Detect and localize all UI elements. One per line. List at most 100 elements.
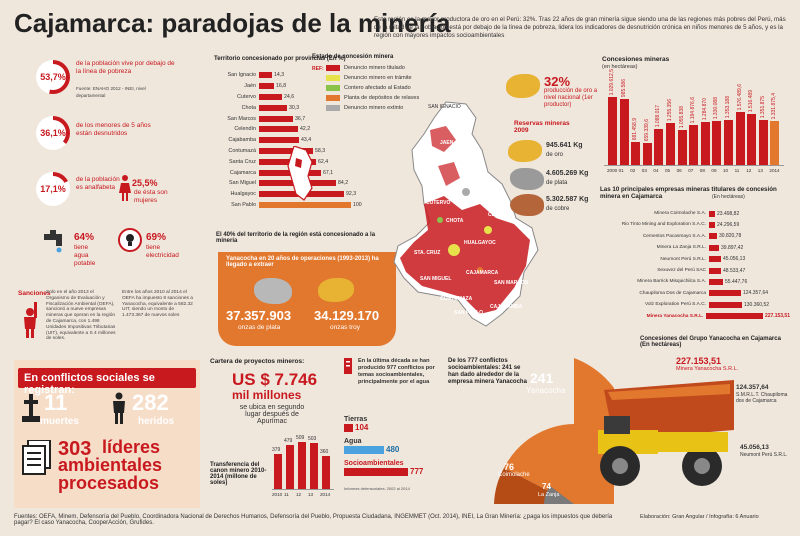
canon-year: 12: [296, 492, 302, 497]
provinces-title: Territorio concesionado por provincias (…: [214, 56, 346, 62]
concession-bar: [735, 112, 745, 165]
province-value: 24,6: [284, 93, 295, 100]
company-value: 39.897,42: [721, 244, 744, 251]
concession-value: 1.255.356: [667, 98, 673, 121]
canon-bar: [298, 442, 306, 489]
poverty-value: 53,7%: [40, 64, 66, 90]
province-row: San Marcos 36,7: [212, 113, 364, 124]
legend-swatch: [326, 75, 340, 81]
water-text: tiene agua potable: [74, 244, 96, 267]
company-value: 23.498,82: [717, 210, 740, 217]
portfolio-amount: US $ 7.746: [232, 370, 318, 389]
companies-chart: Las 10 principales empresas mineras titu…: [594, 186, 790, 326]
concessions-chart: Concesiones mineras (en hectáreas) 1.029…: [602, 56, 788, 178]
poverty-source: Fuente: ENAHO 2012 - INEI, nivel departa…: [76, 86, 146, 98]
province-value: 43,4: [301, 137, 312, 144]
map-legend-items: Denuncio minero titulado Denuncio minero …: [326, 63, 436, 113]
concession-value: 1.055.838: [678, 105, 685, 128]
gold-label: onzas troy: [330, 324, 360, 331]
group-yanacocha-value: 227.153,51: [676, 356, 722, 366]
legend-item: Contero afectado al Estado: [326, 83, 436, 93]
portfolio-unit: mil millones: [232, 388, 302, 402]
group-neumont-value: 45.056,13: [740, 444, 769, 451]
province-value: 92,3: [346, 191, 357, 198]
concession-bar: [724, 120, 733, 165]
legend-swatch: [326, 65, 340, 71]
province-row: Cutervo 24,6: [212, 92, 364, 103]
province-value: 30,3: [289, 104, 300, 111]
yanacocha-conflicts: De los 777 conflictos socioambientales: …: [444, 358, 614, 510]
socio-label: Socioambientales: [344, 460, 404, 467]
concession-bar: [758, 120, 768, 165]
portfolio-section: Cartera de proyectos mineros: US $ 7.746…: [210, 358, 336, 508]
conflicts-panel: En conflictos sociales se registran: 11 …: [14, 360, 200, 508]
province-row: San Ignacio 14,3: [212, 70, 364, 81]
province-bar: [259, 158, 316, 165]
map-place-san-ignacio: SAN IGNACIO: [428, 104, 461, 110]
company-value: 55.447,76: [725, 279, 748, 286]
cajamarca-map: JAEN SAN IGNACIO CUTERVO CHOTA CELENDIN …: [384, 100, 544, 330]
concession-value: 1.576.489,6: [736, 83, 743, 110]
socio-bars: Tierras 104 Agua 480 Socioambientales 777: [344, 416, 434, 482]
group-yanacocha-label: Minera Yanacocha S.R.L.: [676, 366, 739, 372]
water-tap-icon: [42, 230, 70, 254]
province-value: 67,1: [323, 169, 334, 176]
socio-label: Tierras: [344, 416, 368, 423]
socio-item: Socioambientales 777: [344, 460, 434, 476]
province-value: 84,2: [338, 180, 349, 187]
documents-icon: [22, 439, 52, 476]
socio-source: Informes defensoriales: 2002 al 2014: [344, 486, 410, 491]
company-bar: [709, 267, 721, 274]
socio-value: 480: [386, 445, 400, 454]
company-value: 30.820,78: [719, 233, 742, 240]
province-row: Jaén 16,8: [212, 81, 364, 92]
concession-year: 08: [699, 168, 705, 173]
province-row: San Pablo 100: [212, 200, 364, 211]
legend-label: Denuncio minero extinto: [344, 105, 404, 111]
malnutrition-value: 36,1%: [40, 120, 66, 146]
socio-bar: [344, 445, 384, 454]
legend-label: Denuncio minero en trámite: [344, 75, 412, 81]
province-bar: [259, 93, 282, 100]
coimolache-count: 76: [504, 462, 515, 472]
company-value: 124.357,64: [743, 290, 769, 297]
canon-year: 2014: [320, 492, 331, 497]
legend-label: Denuncio minero titulado: [344, 65, 405, 71]
map-place-san-miguel: SAN MIGUEL: [420, 276, 452, 282]
women-value: 25,5%: [132, 178, 158, 188]
page-title: Cajamarca: paradojas de la minería: [14, 8, 451, 38]
injured-label: heridos: [138, 416, 175, 427]
malnutrition-donut: 36,1%: [36, 116, 70, 150]
concession-year: 2014: [769, 168, 780, 173]
socio-value: 777: [410, 467, 424, 476]
concession-value: 1.351.875: [759, 95, 766, 118]
province-value: 62,4: [318, 158, 329, 165]
deaths-label: muertes: [40, 416, 79, 427]
company-value: 227.153,51: [764, 313, 790, 320]
company-label: Sexuvez del Perú SAC: [657, 268, 706, 274]
company-row: Rio Tinto Mining and Exploration S.A.C. 2…: [594, 219, 790, 230]
company-label: Cementos Pacasmayo S.A.A.: [642, 233, 706, 239]
yanacocha-conflicts-text: De los 777 conflictos socioambientales: …: [448, 358, 527, 385]
socio-value: 104: [355, 423, 369, 432]
legend-swatch: [326, 95, 340, 101]
company-label: Chaupiloma Dos de Cajamarca: [639, 290, 706, 296]
province-label: Chota: [241, 104, 256, 111]
yanacocha-count-label: Yanacocha: [526, 386, 566, 395]
canon-bar: [286, 445, 294, 489]
electricity-text: tiene electricidad: [146, 244, 179, 259]
yanacocha-group-title: Concesiones del Grupo Yanacocha en Cajam…: [640, 336, 781, 348]
company-value: 24.296,59: [717, 222, 740, 229]
map-place-santa-cruz: STA. CRUZ: [414, 250, 441, 256]
concession-value: 659.339,6: [643, 118, 650, 141]
concession-value: 1.029.612,5: [609, 68, 615, 95]
company-value: 45.056,13: [723, 256, 746, 263]
legend-item: Denuncio minero en trámite: [326, 73, 436, 83]
socio-bar: [344, 467, 408, 476]
copper-reserve-icon: [510, 194, 544, 216]
province-bar: [259, 72, 272, 79]
woman-icon: [118, 174, 132, 202]
canon-year: 11: [284, 492, 289, 497]
concession-year: 2000: [607, 168, 618, 173]
province-bar: [259, 147, 313, 154]
